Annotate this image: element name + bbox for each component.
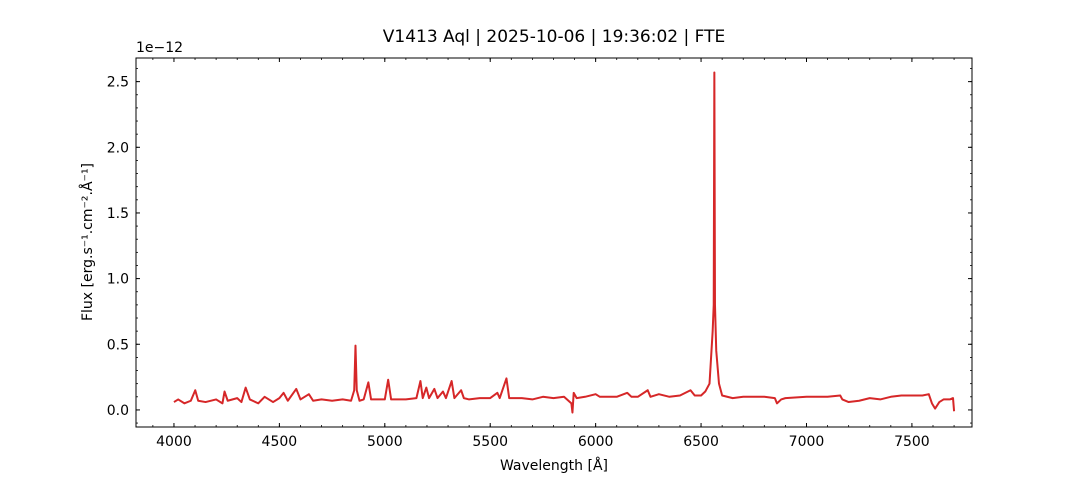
spectrum-line	[173, 71, 956, 414]
x-axis-label: Wavelength [Å]	[500, 457, 608, 474]
x-tick-label: 7500	[894, 434, 930, 450]
x-tick-label: 7000	[789, 434, 825, 450]
y-axis-label: Flux [erg.s⁻¹.cm⁻².Å⁻¹]	[79, 163, 96, 321]
y-tick-label: 2.0	[107, 140, 129, 156]
x-tick-label: 4000	[156, 434, 192, 450]
y-tick-label: 2.5	[107, 75, 129, 91]
y-tick-label: 0.5	[107, 337, 129, 353]
x-tick-label: 6500	[683, 434, 719, 450]
y-tick-label: 1.0	[107, 272, 129, 288]
y-offset-text: 1e−12	[136, 40, 183, 56]
chart-title: V1413 Aql | 2025-10-06 | 19:36:02 | FTE	[383, 27, 726, 47]
x-tick-label: 4500	[262, 434, 298, 450]
plot-frame	[135, 57, 973, 428]
x-tick-label: 5000	[367, 434, 403, 450]
y-tick-label: 0.0	[107, 403, 129, 419]
x-tick-label: 6000	[578, 434, 614, 450]
y-tick-label: 1.5	[107, 206, 129, 222]
x-tick-label: 5500	[472, 434, 508, 450]
